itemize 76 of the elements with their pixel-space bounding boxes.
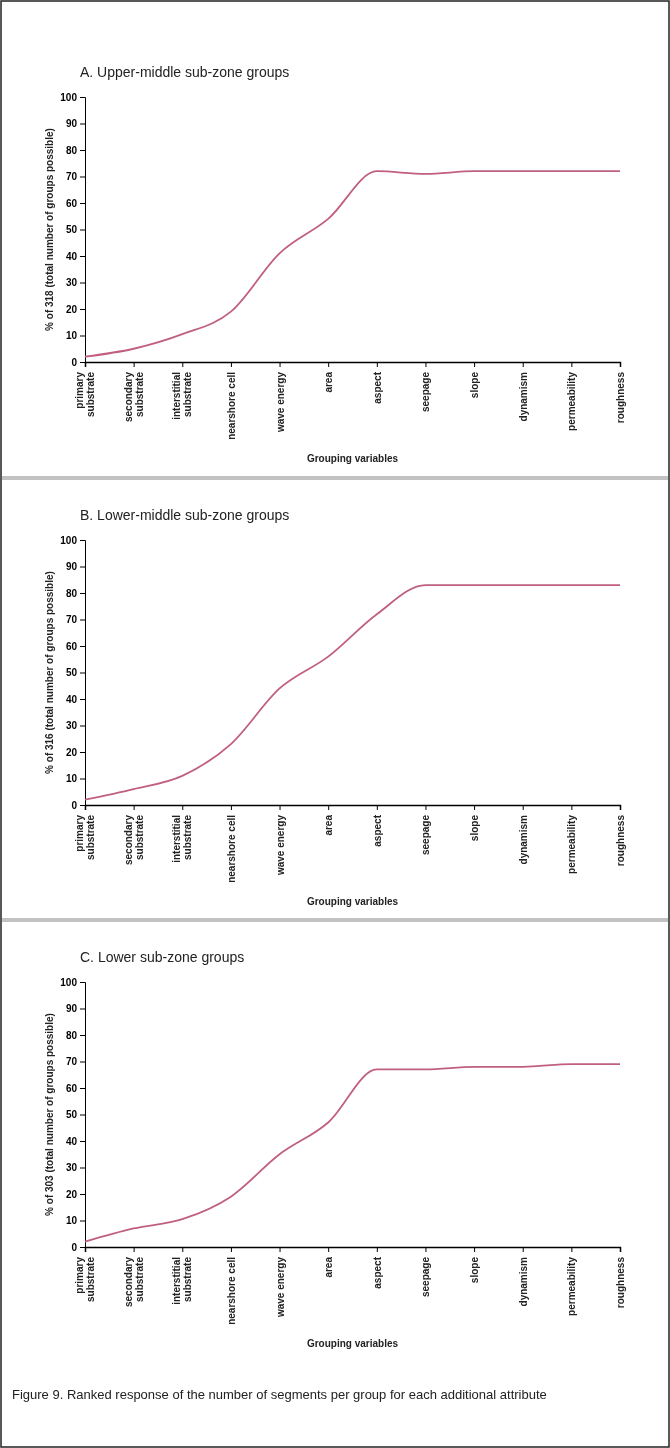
x-tick-label: primary substrate bbox=[74, 814, 96, 861]
x-tick-label: aspect bbox=[371, 1256, 383, 1289]
line-series bbox=[84, 584, 621, 801]
x-axis-title: Grouping variables bbox=[306, 896, 399, 907]
x-tick-label: nearshore cell bbox=[225, 371, 237, 440]
x-tick-label: permeability bbox=[566, 371, 578, 431]
y-tick-label: 100 bbox=[60, 91, 78, 103]
x-tick-label: dynamism bbox=[517, 371, 529, 422]
chart-title: C. Lower sub-zone groups bbox=[80, 949, 245, 965]
y-tick-label: 70 bbox=[65, 171, 78, 183]
x-tick-label: dynamism bbox=[517, 1256, 529, 1307]
y-axis-title: % of 316 (total number of groups possible) bbox=[44, 571, 55, 774]
x-tick-label: slope bbox=[469, 1256, 481, 1284]
line-series bbox=[84, 1063, 621, 1243]
y-axis-title: % of 303 (total number of groups possible) bbox=[44, 1013, 55, 1216]
x-tick-label: aspect bbox=[371, 371, 383, 404]
y-tick-label: 60 bbox=[65, 1082, 78, 1094]
x-tick-label: dynamism bbox=[517, 814, 529, 865]
y-tick-label: 30 bbox=[65, 277, 78, 289]
x-tick-label: nearshore cell bbox=[225, 1256, 237, 1325]
y-tick-label: 40 bbox=[65, 693, 78, 705]
x-tick-label: wave energy bbox=[274, 814, 286, 877]
x-tick-label: aspect bbox=[371, 814, 383, 847]
x-tick-label: permeability bbox=[566, 814, 578, 874]
y-tick-label: 70 bbox=[65, 614, 78, 626]
line-series bbox=[84, 170, 621, 358]
chart-title: A. Upper-middle sub-zone groups bbox=[80, 64, 290, 80]
y-tick-label: 50 bbox=[65, 1109, 78, 1121]
y-tick-label: 70 bbox=[65, 1056, 78, 1068]
y-tick-label: 10 bbox=[65, 773, 78, 785]
y-tick-label: 10 bbox=[65, 1215, 78, 1227]
y-tick-label: 0 bbox=[71, 1241, 78, 1253]
y-tick-label: 50 bbox=[65, 224, 78, 236]
x-axis-title: Grouping variables bbox=[306, 1338, 399, 1349]
y-tick-label: 50 bbox=[65, 667, 78, 679]
y-tick-label: 30 bbox=[65, 1162, 78, 1174]
y-tick-label: 20 bbox=[65, 1188, 78, 1200]
y-axis-title: % of 318 (total number of groups possible) bbox=[44, 128, 55, 331]
y-tick-label: 30 bbox=[65, 720, 78, 732]
x-tick-label: area bbox=[323, 814, 335, 836]
y-tick-label: 90 bbox=[65, 561, 78, 573]
y-tick-label: 80 bbox=[65, 144, 78, 156]
x-tick-label: permeability bbox=[566, 1256, 578, 1316]
x-tick-label: seepage bbox=[420, 371, 432, 413]
y-tick-label: 0 bbox=[71, 799, 78, 811]
chart-title: B. Lower-middle sub-zone groups bbox=[80, 507, 290, 523]
y-tick-label: 100 bbox=[60, 534, 78, 546]
y-tick-label: 0 bbox=[71, 356, 78, 368]
x-tick-label: nearshore cell bbox=[225, 814, 237, 883]
x-tick-label: primary substrate bbox=[74, 371, 96, 418]
y-tick-label: 40 bbox=[65, 250, 78, 262]
x-tick-label: roughness bbox=[615, 1256, 626, 1309]
x-tick-label: slope bbox=[469, 814, 481, 842]
x-tick-label: wave energy bbox=[274, 1256, 286, 1319]
x-tick-label: primary substrate bbox=[74, 1256, 96, 1303]
y-tick-label: 20 bbox=[65, 303, 78, 315]
y-tick-label: 80 bbox=[65, 587, 78, 599]
x-tick-label: slope bbox=[469, 371, 481, 399]
y-tick-label: 10 bbox=[65, 330, 78, 342]
x-tick-label: area bbox=[323, 1256, 335, 1278]
y-tick-label: 60 bbox=[65, 197, 78, 209]
x-tick-label: roughness bbox=[615, 371, 626, 424]
x-tick-label: area bbox=[323, 371, 335, 393]
y-tick-label: 90 bbox=[65, 118, 78, 130]
y-tick-label: 40 bbox=[65, 1135, 78, 1147]
y-tick-label: 100 bbox=[60, 976, 78, 988]
x-tick-label: seepage bbox=[420, 814, 432, 856]
x-axis-title: Grouping variables bbox=[306, 453, 399, 464]
x-tick-label: seepage bbox=[420, 1256, 432, 1298]
x-tick-label: wave energy bbox=[274, 371, 286, 434]
y-tick-label: 60 bbox=[65, 640, 78, 652]
y-tick-label: 90 bbox=[65, 1003, 78, 1015]
y-tick-label: 20 bbox=[65, 746, 78, 758]
y-tick-label: 80 bbox=[65, 1029, 78, 1041]
x-tick-label: roughness bbox=[615, 814, 626, 867]
caption: Figure 9. Ranked response of the number of segments per group for each additional attribute bbox=[12, 1387, 547, 1402]
